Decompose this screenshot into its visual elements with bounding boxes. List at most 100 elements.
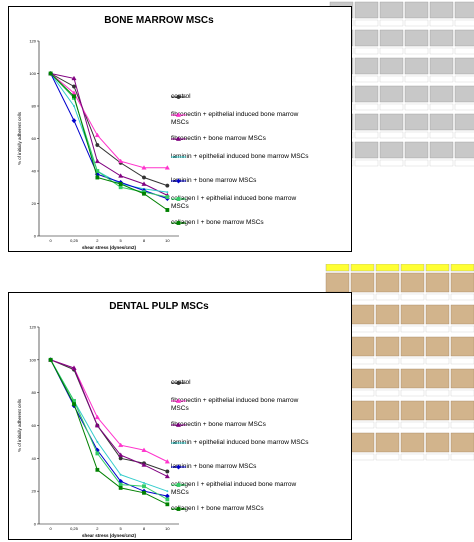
x-tick-label: 8 [143,526,146,531]
series-line [51,360,168,462]
thumbnail-caption [451,454,474,460]
chart: BONE MARROW MSCs% of initially adherent … [9,7,351,251]
thumbnail-caption [430,20,453,26]
thumbnail [376,369,399,388]
legend-item: laminin + epithelial induced bone marrow… [171,439,311,447]
thumbnail [376,401,399,420]
thumbnail [380,142,403,158]
thumbnail [401,401,424,420]
data-point [166,184,170,188]
data-point [166,470,170,474]
legend-swatch [171,93,186,101]
thumbnail-caption [376,294,399,300]
thumbnail [355,58,378,74]
thumbnail-caption [401,326,424,332]
thumbnail [376,305,399,324]
thumbnail [430,114,453,130]
data-point [119,483,122,486]
thumbnail [351,401,374,420]
legend-item: fibronectin + bone marrow MSCs [171,135,311,143]
thumbnail [451,401,474,420]
legend-label: laminin + epithelial induced bone marrow… [171,153,308,160]
thumbnail [451,433,474,452]
thumbnail [405,86,428,102]
data-point [49,358,52,361]
data-point [142,192,145,195]
data-point [96,452,99,455]
legend-label: fibronectin + epithelial induced bone ma… [171,111,298,126]
series-line [51,360,168,472]
data-point [96,468,99,471]
thumbnail-caption [380,160,403,166]
thumbnail-caption [426,294,449,300]
thumbnail [355,142,378,158]
y-tick-label: 100 [29,71,36,76]
thumbnail-caption [455,160,474,166]
legend-swatch [171,177,186,185]
legend-item: collagen I + bone marrow MSCs [171,219,311,227]
data-point [96,176,99,179]
thumbnail-caption [355,48,378,54]
chart-title: DENTAL PULP MSCs [109,301,209,312]
thumbnail [430,86,453,102]
thumbnail-caption [351,358,374,364]
legend-item: laminin + bone marrow MSCs [171,177,311,185]
header-cell [451,264,474,271]
thumbnail-caption [355,76,378,82]
legend-marker [177,381,181,385]
thumbnail-caption [426,358,449,364]
data-point [95,133,99,137]
header-cell [426,264,449,271]
x-tick-label: 0,25 [70,238,79,243]
y-tick-label: 40 [32,169,37,174]
legend-item: fibronectin + epithelial induced bone ma… [171,111,311,126]
thumbnail-caption [355,160,378,166]
thumbnail-caption [380,76,403,82]
legend-marker [177,95,181,99]
thumbnail [430,2,453,18]
data-point [166,195,169,198]
thumbnail [426,273,449,292]
thumbnail [451,337,474,356]
thumbnail [376,337,399,356]
thumbnail-caption [351,454,374,460]
thumbnail [455,30,474,46]
x-tick-label: 5 [120,526,123,531]
thumbnail [401,433,424,452]
thumbnail [401,273,424,292]
thumbnail [401,369,424,388]
data-point [166,503,169,506]
y-tick-label: 80 [32,390,37,395]
legend-label: collagen I + epithelial induced bone mar… [171,195,296,210]
legend-swatch [171,397,186,405]
thumbnail [401,337,424,356]
thumbnail-caption [405,104,428,110]
legend-swatch [171,219,186,227]
x-tick-label: 8 [143,238,146,243]
thumbnail [380,58,403,74]
thumbnail-caption [376,454,399,460]
legend-swatch [171,379,186,387]
legend-label: laminin + epithelial induced bone marrow… [171,439,308,446]
legend-swatch [171,421,186,429]
x-tick-label: 2 [96,526,99,531]
thumbnail [355,2,378,18]
data-point [143,482,145,484]
header-cell [401,264,424,271]
series-line [51,360,168,504]
thumbnail-caption [430,76,453,82]
thumbnail-caption [430,48,453,54]
header-cell [376,264,399,271]
data-point [73,105,75,107]
legend-swatch [171,111,186,119]
thumbnail-caption [376,358,399,364]
thumbnail-caption [426,454,449,460]
data-point [95,159,99,163]
data-point [166,208,169,211]
y-axis-label: % of initially adherent cells [17,398,22,452]
thumbnail-caption [455,20,474,26]
thumbnail-caption [401,358,424,364]
y-tick-label: 120 [29,39,36,44]
data-point [119,486,122,489]
y-tick-label: 0 [34,234,37,239]
